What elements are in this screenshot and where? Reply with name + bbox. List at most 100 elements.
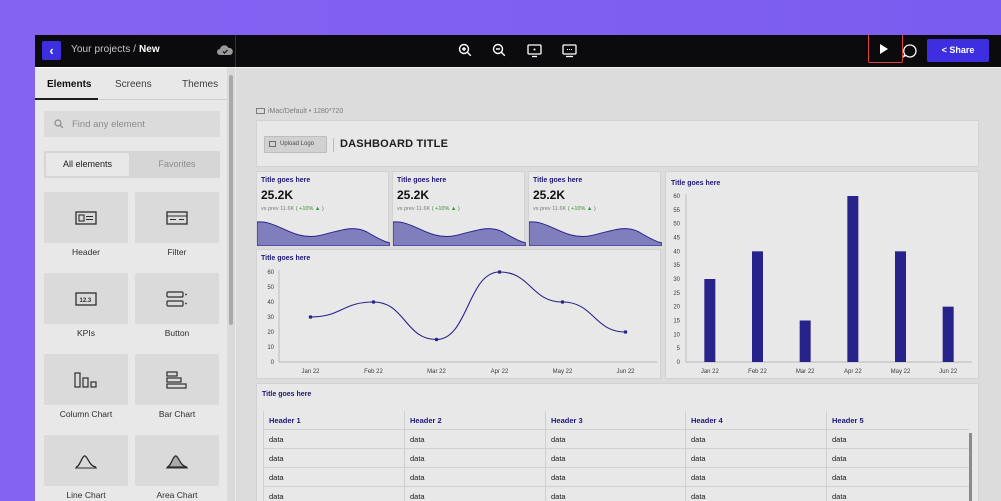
bar-chart-card[interactable]: Title goes here 0 5 10 15 20 25 30 35 40 45 50 55 60… bbox=[665, 171, 979, 379]
filter-favorites[interactable]: Favorites bbox=[158, 159, 196, 169]
data-point bbox=[308, 315, 313, 319]
table-header-cell: Header 2 bbox=[404, 411, 545, 430]
sidebar-scroll-thumb[interactable] bbox=[229, 75, 233, 325]
y-tick-label: 5 bbox=[677, 346, 681, 352]
table-row[interactable]: data data data data data bbox=[263, 468, 969, 487]
button-element-icon bbox=[166, 290, 187, 307]
kpi-card[interactable]: Title goes here 25.2K vs prev 11.6K ( +1… bbox=[528, 171, 662, 246]
table-header-cell: Header 3 bbox=[545, 411, 685, 430]
kpi-sparkline bbox=[529, 221, 662, 246]
element-tile-bar-chart[interactable] bbox=[135, 354, 219, 405]
kpi-card[interactable]: Title goes here 25.2K vs prev 11.6K ( +1… bbox=[256, 171, 390, 246]
bar bbox=[942, 306, 954, 362]
chart-title: Title goes here bbox=[261, 255, 311, 262]
element-filter-tabs: All elements Favorites bbox=[44, 151, 220, 178]
chevron-left-icon[interactable]: ‹ bbox=[42, 41, 61, 60]
table-cell: data bbox=[404, 430, 545, 449]
y-tick-label: 25 bbox=[673, 291, 680, 297]
table-cell: data bbox=[826, 449, 969, 468]
table-cell: data bbox=[404, 449, 545, 468]
monitor-icon bbox=[256, 108, 265, 114]
chart-title: Title goes here bbox=[671, 180, 721, 187]
filter-all-elements[interactable]: All elements bbox=[46, 153, 129, 176]
y-tick-label: 20 bbox=[673, 305, 680, 311]
table-cell: data bbox=[685, 449, 826, 468]
zoom-out-icon[interactable] bbox=[491, 42, 508, 59]
design-canvas[interactable]: iMac/Default • 1280*720 Upload Logo DASH… bbox=[236, 67, 1001, 501]
kpi-change: ( +10% ▲ ) bbox=[567, 206, 596, 212]
image-icon bbox=[269, 141, 276, 147]
upload-logo-button[interactable]: Upload Logo bbox=[264, 136, 327, 153]
bar bbox=[704, 279, 716, 362]
element-tile-column-chart[interactable] bbox=[44, 354, 128, 405]
y-tick-label: 15 bbox=[673, 319, 680, 325]
filter-element-icon bbox=[166, 210, 188, 225]
y-tick-label: 40 bbox=[673, 249, 680, 255]
element-tile-kpis[interactable]: 12.3 bbox=[44, 273, 128, 324]
data-point bbox=[371, 300, 376, 304]
table-row[interactable]: data data data data data bbox=[263, 487, 969, 501]
y-tick-label: 40 bbox=[267, 300, 274, 306]
fit-screen-icon[interactable] bbox=[561, 42, 578, 59]
element-tile-header[interactable] bbox=[44, 192, 128, 243]
kpi-change: ( +10% ▲ ) bbox=[295, 206, 324, 212]
cloud-sync-icon[interactable] bbox=[215, 41, 235, 61]
kpi-title: Title goes here bbox=[397, 177, 447, 184]
play-icon[interactable] bbox=[880, 44, 888, 54]
kpi-title: Title goes here bbox=[533, 177, 583, 184]
x-tick-label: Jan 22 bbox=[301, 369, 320, 375]
table-card[interactable]: Title goes here Header 1 Header 2 Header 3… bbox=[256, 383, 979, 501]
tab-themes[interactable]: Themes bbox=[182, 79, 219, 90]
x-tick-label: Mar 22 bbox=[427, 369, 446, 375]
y-tick-label: 20 bbox=[267, 330, 274, 336]
y-tick-label: 30 bbox=[673, 277, 680, 283]
line-chart-card[interactable]: Title goes here 0 10 20 30 40 50 60 Jan 22 Feb 2… bbox=[256, 249, 661, 379]
data-point bbox=[623, 330, 628, 334]
device-label-text: iMac/Default • 1280*720 bbox=[268, 108, 344, 115]
upload-logo-label: Upload Logo bbox=[280, 141, 315, 147]
table-cell: data bbox=[263, 430, 404, 449]
element-tile-area-chart[interactable] bbox=[135, 435, 219, 486]
kpi-value: 25.2K bbox=[533, 188, 566, 202]
line-chart: 0 10 20 30 40 50 60 Jan 22 Feb 22 Mar 22 Apr 22 May… bbox=[267, 270, 657, 375]
element-search-input[interactable]: Find any element bbox=[44, 111, 220, 137]
zoom-in-icon[interactable] bbox=[457, 42, 474, 59]
y-tick-label: 10 bbox=[267, 345, 274, 351]
table-cell: data bbox=[685, 430, 826, 449]
bar-chart-icon bbox=[166, 370, 187, 389]
play-highlight bbox=[868, 35, 903, 63]
element-tile-filter[interactable] bbox=[135, 192, 219, 243]
x-tick-label: Mar 22 bbox=[796, 369, 815, 375]
y-tick-label: 30 bbox=[267, 315, 274, 321]
table-cell: data bbox=[263, 487, 404, 501]
tab-screens[interactable]: Screens bbox=[115, 79, 152, 90]
bar bbox=[895, 251, 906, 362]
kpi-card[interactable]: Title goes here 25.2K vs prev 11.6K ( +1… bbox=[392, 171, 526, 246]
bar bbox=[799, 320, 811, 362]
tile-label: Bar Chart bbox=[158, 409, 196, 419]
column-chart-icon bbox=[74, 371, 97, 388]
dashboard-header[interactable]: Upload Logo DASHBOARD TITLE bbox=[256, 120, 979, 167]
x-tick-label: May 22 bbox=[891, 369, 911, 375]
desktop-view-icon[interactable] bbox=[526, 42, 543, 59]
table-cell: data bbox=[263, 468, 404, 487]
divider bbox=[333, 138, 334, 152]
tile-label: Column Chart bbox=[59, 409, 113, 419]
kpi-sparkline bbox=[257, 221, 390, 246]
breadcrumb-prefix[interactable]: Your projects / bbox=[71, 44, 137, 55]
table-row[interactable]: data data data data data bbox=[263, 449, 969, 468]
header-element-icon bbox=[75, 210, 97, 225]
table-row[interactable]: data data data data data bbox=[263, 430, 969, 449]
table-scrollbar[interactable] bbox=[969, 433, 972, 501]
table-cell: data bbox=[826, 487, 969, 501]
element-tile-button[interactable] bbox=[135, 273, 219, 324]
share-button[interactable]: < Share bbox=[927, 39, 989, 62]
table-title: Title goes here bbox=[262, 391, 312, 398]
element-tile-line-chart[interactable] bbox=[44, 435, 128, 486]
comment-icon[interactable] bbox=[902, 43, 918, 59]
data-point bbox=[434, 337, 439, 342]
tab-elements[interactable]: Elements bbox=[47, 79, 92, 90]
table-cell: data bbox=[545, 449, 685, 468]
table-header-cell: Header 1 bbox=[263, 411, 404, 430]
table-header-row[interactable]: Header 1 Header 2 Header 3 Header 4 Header 5 bbox=[263, 411, 969, 430]
